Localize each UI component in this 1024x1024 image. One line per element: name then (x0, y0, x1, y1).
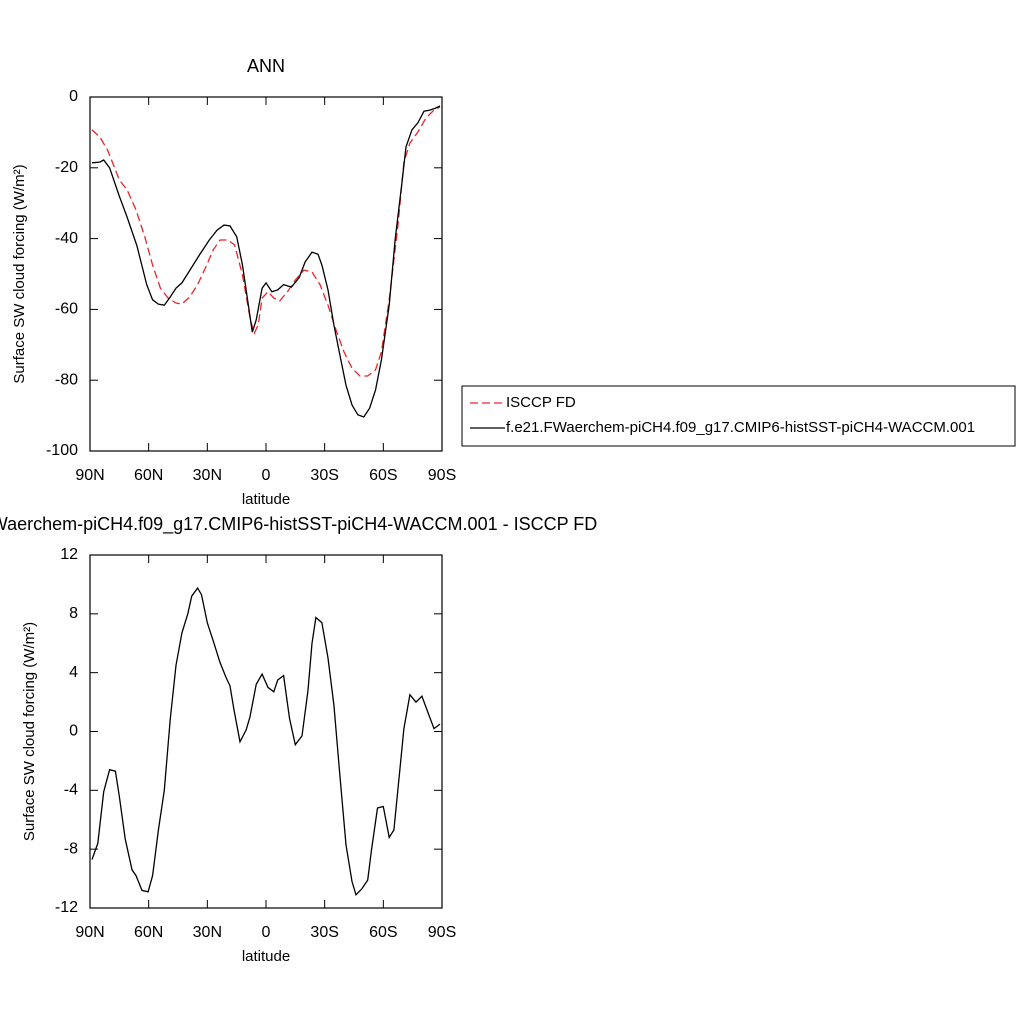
y-tick-label: -100 (46, 442, 78, 459)
y-tick-label: 4 (69, 664, 78, 681)
y-tick-label: 0 (69, 88, 78, 105)
x-tick-label: 90S (428, 467, 456, 484)
chart-title: f.e21.FWaerchem-piCH4.f09_g17.CMIP6-hist… (0, 514, 597, 535)
chart-title: ANN (247, 56, 285, 76)
data-line (91, 106, 441, 377)
x-tick-label: 90S (428, 924, 456, 941)
x-axis-label: latitude (242, 491, 290, 508)
data-line (91, 105, 441, 418)
y-tick-label: -4 (64, 782, 78, 799)
x-tick-label: 30N (193, 924, 222, 941)
y-tick-label: -20 (55, 159, 78, 176)
x-tick-label: 60N (134, 467, 163, 484)
legend-label: f.e21.FWaerchem-piCH4.f09_g17.CMIP6-hist… (506, 419, 975, 436)
plot-frame (89, 96, 443, 452)
x-tick-label: 60S (369, 467, 397, 484)
x-tick-label: 60N (134, 924, 163, 941)
plot-frame (89, 554, 443, 909)
y-tick-label: -80 (55, 371, 78, 388)
x-tick-label: 0 (262, 467, 271, 484)
y-tick-label: -40 (55, 230, 78, 247)
legend-label: ISCCP FD (506, 394, 576, 411)
y-axis-label: Surface SW cloud forcing (W/m²) (11, 164, 28, 383)
y-tick-label: 12 (60, 546, 78, 563)
legend-box (461, 385, 1016, 447)
x-tick-label: 30S (310, 467, 338, 484)
x-tick-label: 90N (75, 467, 104, 484)
y-axis-label: Surface SW cloud forcing (W/m²) (21, 622, 38, 841)
y-tick-label: -12 (55, 899, 78, 916)
x-tick-label: 30N (193, 467, 222, 484)
y-tick-label: -60 (55, 301, 78, 318)
data-line (91, 586, 441, 897)
y-tick-label: 0 (69, 723, 78, 740)
y-tick-label: -8 (64, 840, 78, 857)
x-tick-label: 60S (369, 924, 397, 941)
x-tick-label: 0 (262, 924, 271, 941)
x-tick-label: 30S (310, 924, 338, 941)
x-tick-label: 90N (75, 924, 104, 941)
x-axis-label: latitude (242, 948, 290, 965)
y-tick-label: 8 (69, 605, 78, 622)
